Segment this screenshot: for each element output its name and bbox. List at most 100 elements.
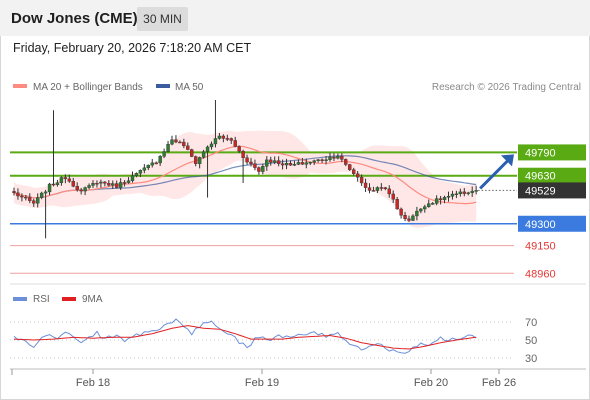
candle-body [28, 197, 32, 201]
rsi-ma-legend-swatch [62, 297, 76, 301]
candle-body [466, 192, 470, 194]
candle-body [407, 218, 411, 221]
candle-body [16, 192, 20, 197]
candle-body [450, 193, 455, 197]
candle-body [411, 215, 415, 221]
candle-body [352, 169, 356, 174]
candle-body [355, 173, 360, 178]
candle-body [190, 149, 194, 157]
candle-body [51, 183, 56, 186]
candles-group [12, 100, 478, 239]
candle-body [257, 167, 261, 172]
support-tag-49300 [518, 215, 586, 232]
candle-body [292, 164, 297, 166]
timeframe-button[interactable]: 30 MIN [137, 7, 188, 31]
candle-body [265, 159, 269, 167]
ma50-legend-label: MA 50 [175, 82, 204, 93]
candle-body [276, 160, 281, 164]
candle-body [383, 187, 387, 190]
candle-body [107, 183, 111, 186]
candle-body [320, 159, 324, 161]
candle-body [344, 159, 348, 165]
candle-body [118, 182, 123, 188]
candle-body [348, 164, 352, 170]
candle-body [43, 191, 48, 194]
ma20-legend-swatch [13, 84, 27, 88]
candle-body [438, 198, 443, 201]
candle-body [395, 199, 399, 210]
candle-body [71, 181, 75, 187]
candle-body [197, 157, 202, 164]
candle-body [154, 162, 158, 165]
candle-body [12, 191, 16, 194]
candle-body [324, 159, 328, 161]
candle-body [288, 163, 293, 166]
ma20-legend-label: MA 20 + Bollinger Bands [33, 82, 143, 93]
candle-body [103, 181, 107, 184]
candle-body [241, 150, 245, 158]
target-label-48960: 48960 [525, 268, 556, 280]
candle-body [213, 138, 218, 145]
projection-arrow-shaft [479, 159, 510, 190]
candle-body [470, 190, 474, 193]
candle-body [336, 155, 340, 159]
candle-body [454, 193, 459, 196]
candle-body [458, 191, 463, 195]
candle-body [427, 203, 431, 207]
candle-body [142, 167, 147, 171]
candle-body [24, 196, 28, 199]
candle-body [300, 162, 305, 165]
candle-body [308, 162, 312, 164]
candle-body [474, 190, 478, 192]
rsi-tick-30: 30 [525, 353, 537, 365]
rsi-ma-legend-label: 9MA [82, 294, 103, 305]
candle-body [178, 141, 182, 144]
time-tick-label: Feb 20 [414, 377, 448, 389]
target-label-49150: 49150 [525, 241, 556, 253]
candle-body [114, 183, 119, 188]
resistance-tag-49790 [518, 144, 586, 161]
bollinger-band-fill [14, 130, 477, 228]
candle-body [47, 183, 52, 193]
candle-body [375, 187, 380, 191]
resistance-tag-label-49630: 49630 [525, 171, 556, 183]
copyright-label: Research © 2026 Trading Central [432, 82, 581, 93]
candle-body [111, 183, 115, 186]
candle-body [237, 146, 241, 152]
candle-body [245, 157, 249, 163]
instrument-title: Dow Jones (CME) [11, 10, 138, 27]
candle-body [217, 135, 222, 139]
candle-body [253, 163, 257, 168]
candle-body [36, 197, 40, 204]
candle-body [296, 162, 301, 165]
candle-body [55, 182, 60, 186]
rsi-line [13, 318, 477, 354]
candle-body [166, 143, 170, 152]
candle-body [91, 182, 95, 186]
candle-body [63, 177, 68, 180]
time-tick-label: Feb 19 [245, 377, 279, 389]
candle-body [363, 182, 368, 188]
candle-body [95, 182, 99, 185]
ma50-legend-swatch [156, 84, 170, 88]
datetime-label: Friday, February 20, 2026 7:18:20 AM CET [13, 41, 252, 55]
candle-body [387, 188, 391, 195]
candle-body [280, 163, 285, 166]
candle-body [403, 215, 407, 219]
candle-body [332, 156, 336, 159]
candle-body [87, 185, 91, 188]
candle-body [399, 208, 403, 216]
rsi-tick-50: 50 [525, 335, 537, 347]
candle-body [233, 140, 237, 147]
candle-body [391, 193, 395, 200]
candle-body [32, 200, 36, 204]
candle-body [249, 161, 253, 164]
candle-body [162, 151, 166, 157]
candle-body [261, 166, 265, 172]
rsi-ma-line [13, 325, 477, 350]
candle-body [75, 186, 79, 190]
candle-body [359, 176, 364, 184]
support-tag-label-49300: 49300 [525, 219, 556, 231]
candle-body [158, 156, 162, 164]
